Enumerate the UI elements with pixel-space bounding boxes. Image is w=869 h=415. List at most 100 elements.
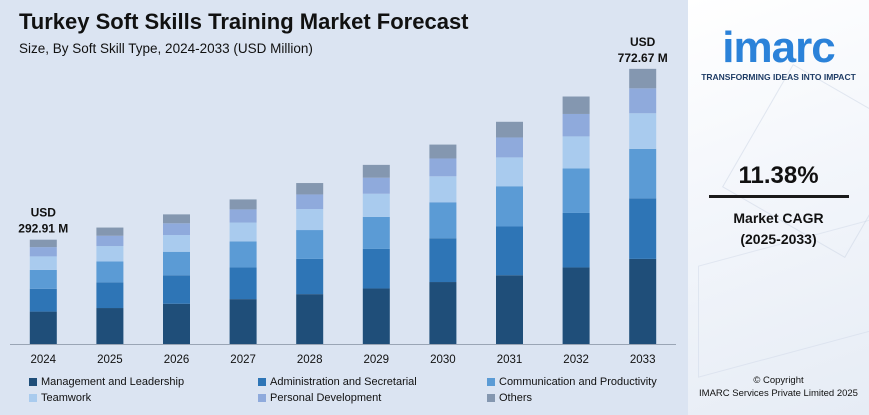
bar-segment-2027-2 — [229, 267, 257, 300]
bar-segment-2024-3 — [29, 269, 57, 289]
legend-label: Others — [499, 392, 533, 404]
legend-item: Others — [487, 392, 532, 404]
bar-segment-2033-5 — [629, 88, 657, 114]
x-tick-label: 2029 — [364, 354, 390, 366]
bar-segment-2025-1 — [96, 308, 124, 344]
bar-segment-2024-2 — [29, 288, 57, 312]
bar-segment-2031-2 — [496, 226, 523, 276]
legend-swatch — [487, 394, 495, 402]
bar-segment-2032-4 — [562, 136, 590, 169]
stacked-bar-chart: 2024 2025 2026 2027 2028 2029 2030 2031 2032 2033… — [10, 35, 676, 366]
bar-segment-2033-3 — [629, 148, 657, 199]
bar-segment-2028-4 — [296, 209, 324, 231]
bar-segment-2030-4 — [429, 176, 457, 203]
bar-segment-2026-4 — [163, 235, 190, 252]
bar-segment-2030-6 — [429, 144, 457, 159]
bar-segment-2033-2 — [629, 198, 657, 259]
bar-segment-2028-6 — [296, 183, 324, 195]
x-tick-label: 2025 — [97, 354, 123, 366]
bar-segment-2026-5 — [163, 223, 190, 236]
legend-swatch — [258, 394, 266, 402]
bar-segment-2024-4 — [29, 256, 57, 270]
bar-segment-2027-5 — [229, 209, 257, 223]
cagr-label: Market CAGR (2025-2033) — [688, 208, 869, 250]
x-tick-label: 2032 — [563, 354, 589, 366]
cagr-label-text: Market CAGR — [733, 210, 824, 226]
bar-segment-2033-4 — [629, 113, 657, 149]
copyright-line2: IMARC Services Private Limited 2025 — [699, 388, 858, 399]
bar-segment-2029-2 — [362, 248, 390, 289]
chart-panel: Turkey Soft Skills Training Market Forec… — [10, 9, 676, 404]
bar-segment-2030-5 — [429, 158, 457, 177]
bar-segment-2024-6 — [29, 239, 57, 248]
cagr-value: 11.38% — [738, 162, 819, 189]
cagr-period: (2025-2033) — [740, 231, 817, 247]
x-tick-label: 2024 — [31, 354, 57, 366]
value-label-2033-line1: USD — [630, 35, 656, 49]
bar-segment-2025-6 — [96, 227, 124, 236]
bar-segment-2027-4 — [229, 222, 257, 242]
chart-title: Turkey Soft Skills Training Market Forec… — [19, 9, 469, 34]
legend-item: Personal Development — [258, 392, 381, 404]
bar-segment-2032-2 — [562, 212, 590, 268]
bar-segment-2026-1 — [163, 303, 190, 344]
bar-segment-2029-1 — [362, 288, 390, 344]
bar-segment-2032-1 — [562, 267, 590, 344]
value-label-2024-line2: 292.91 M — [18, 222, 68, 236]
bar-segment-2027-1 — [229, 299, 257, 344]
legend-swatch — [29, 378, 37, 386]
x-tick-label: 2027 — [230, 354, 256, 366]
cagr-divider — [709, 195, 849, 198]
bar-segment-2029-3 — [362, 216, 390, 249]
bar-segment-2024-1 — [29, 311, 57, 344]
bar-segment-2028-3 — [296, 230, 324, 259]
bar-segment-2029-5 — [362, 177, 390, 194]
bar-segment-2028-2 — [296, 258, 324, 295]
copyright: © Copyright IMARC Services Private Limit… — [688, 374, 869, 400]
bar-segment-2031-1 — [496, 275, 523, 344]
legend-swatch — [258, 378, 266, 386]
bar-segment-2024-5 — [29, 247, 57, 257]
x-tick-label: 2033 — [630, 354, 656, 366]
bar-segment-2031-4 — [496, 157, 523, 187]
x-tick-label: 2026 — [164, 354, 190, 366]
legend-item: Teamwork — [29, 392, 91, 404]
value-label-2033-line2: 772.67 M — [618, 51, 668, 65]
brand-logo: imarc TRANSFORMING IDEAS INTO IMPACT — [696, 23, 861, 83]
bar-segment-2025-2 — [96, 282, 124, 309]
value-label-2024-line1: USD — [31, 206, 57, 220]
bar-segment-2030-1 — [429, 282, 457, 344]
x-tick-label: 2028 — [297, 354, 323, 366]
bar-segment-2033-1 — [629, 258, 657, 344]
legend-item: Management and Leadership — [29, 376, 184, 388]
bar-segment-2028-5 — [296, 194, 324, 210]
bar-segment-2031-5 — [496, 137, 523, 158]
legend-swatch — [487, 378, 495, 386]
legend-item: Communication and Productivity — [487, 376, 657, 388]
legend-label: Personal Development — [270, 392, 382, 404]
bar-segment-2025-3 — [96, 261, 124, 283]
bar-segment-2030-3 — [429, 202, 457, 239]
bar-segment-2028-1 — [296, 294, 324, 344]
bar-segment-2032-5 — [562, 113, 590, 137]
legend-label: Administration and Secretarial — [270, 376, 417, 388]
bar-segment-2032-6 — [562, 96, 590, 114]
bar-segment-2032-3 — [562, 168, 590, 213]
bar-segment-2030-2 — [429, 238, 457, 283]
x-tick-label: 2030 — [430, 354, 456, 366]
legend-swatch — [29, 394, 37, 402]
bar-segment-2033-6 — [629, 68, 657, 89]
bar-segment-2026-3 — [163, 251, 190, 276]
bar-segment-2026-6 — [163, 214, 190, 224]
side-panel: imarc TRANSFORMING IDEAS INTO IMPACT 11.… — [688, 0, 869, 415]
bar-segment-2025-4 — [96, 246, 124, 262]
bar-segment-2031-3 — [496, 186, 523, 227]
legend-label: Teamwork — [41, 392, 92, 404]
bar-segment-2026-2 — [163, 275, 190, 304]
bar-segment-2029-4 — [362, 193, 390, 217]
bar-segment-2031-6 — [496, 121, 523, 138]
logo-text: imarc — [722, 23, 835, 72]
bar-segment-2025-5 — [96, 235, 124, 247]
legend-item: Administration and Secretarial — [258, 376, 417, 388]
bar-segment-2029-6 — [362, 164, 390, 178]
